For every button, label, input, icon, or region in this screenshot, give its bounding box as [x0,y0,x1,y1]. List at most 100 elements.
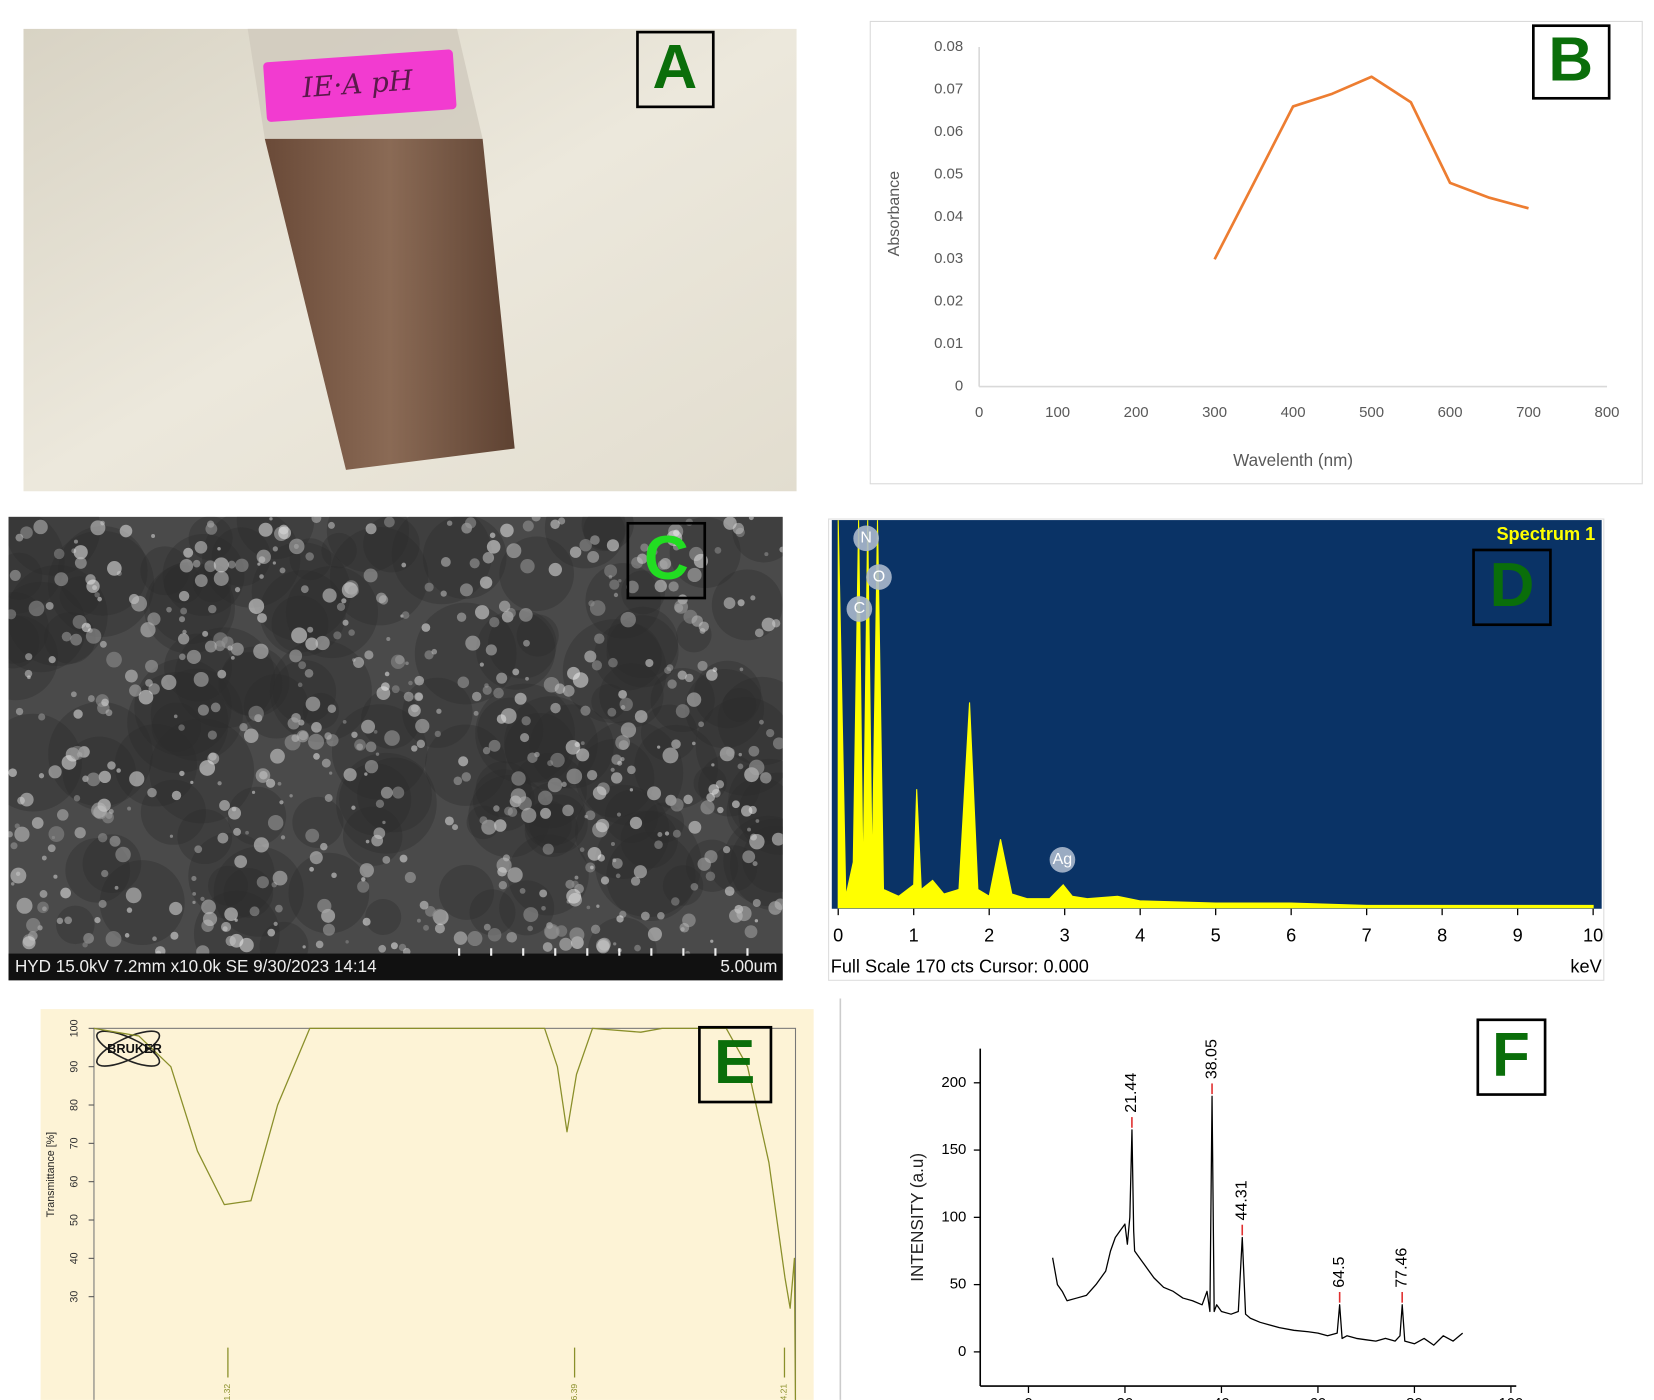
sem-grain [26,918,41,933]
sem-shadow [342,806,403,866]
sem-grain [754,628,764,638]
sem-grain [302,945,306,949]
sem-grain [258,522,273,537]
sem-grain [742,850,756,864]
sem-shadow [650,667,715,733]
y-tick-label: 0.02 [934,293,963,310]
sem-grain [307,626,314,633]
sem-shadow [363,516,420,573]
sem-grain [233,827,242,836]
sem-grain [94,916,101,924]
sem-shadow [8,565,108,666]
sem-grain [217,669,227,679]
sem-grain [131,595,148,612]
sem-grain [348,629,355,636]
sem-grain [579,538,592,552]
sem-grain [8,609,17,620]
y-tick-label: 150 [941,1141,966,1158]
sem-grain [251,790,256,794]
sem-grain [465,517,477,529]
sem-grain [629,788,634,792]
sem-grain [201,899,216,915]
panel-label: A [652,33,697,102]
sem-grain [404,871,416,884]
sem-grain [633,865,647,879]
sem-grain [419,900,429,910]
sem-grain [169,901,183,916]
sem-grain [687,567,702,583]
sem-shadow [8,581,87,673]
sem-grain [550,519,560,530]
sem-grain [452,824,459,831]
sem-grain [541,905,546,911]
sem-grain [423,924,429,931]
sem-grain [414,675,425,686]
x-tick-label: 10 [1583,925,1603,945]
sem-grain [559,937,573,951]
y-tick-label: 30 [69,1291,81,1303]
panel-label: B [1548,25,1593,94]
panel-label: D [1490,551,1535,620]
sem-grain [620,611,636,628]
sem-grain [597,937,611,951]
sem-grain [101,869,109,878]
sem-grain [57,809,69,821]
sem-grain [737,599,745,607]
x-tick-label: 5 [1211,925,1221,945]
sem-grain [208,604,217,614]
sem-grain [309,866,314,872]
sem-grain [193,671,209,687]
sem-grain [565,739,581,755]
sem-grain [498,881,508,890]
sem-grain [416,918,421,923]
sem-grain [105,812,113,819]
y-tick-label: 0.07 [934,80,963,97]
sem-grain [634,710,648,723]
sem-grain [234,918,238,922]
sem-shadow [329,527,429,626]
sem-grain [125,669,138,683]
sem-grain [205,522,218,535]
x-tick-label: 6 [1286,925,1296,945]
x-tick-label: 20 [1117,1395,1134,1400]
sem-grain [554,683,566,694]
sem-grain [129,771,145,787]
x-tick-label: 500 [1359,404,1384,421]
sem-grain [408,704,421,717]
sem-grain [280,835,286,840]
sem-shadow [476,610,556,690]
sem-grain [194,540,208,554]
sem-shadow [717,676,783,766]
sem-grain [434,730,441,738]
sem-shadow [8,615,58,701]
sem-grain [14,826,30,842]
sem-grain [196,945,210,954]
sem-grain [673,529,680,537]
sem-grain [405,661,409,666]
sem-grain [234,586,241,593]
sem-grain [626,580,639,594]
sem-grain [8,768,17,777]
sem-grain [129,684,142,697]
sem-grain [607,707,617,717]
sem-shadow [562,619,667,724]
sem-grain [506,543,522,559]
y-tick-label: 0.04 [934,208,963,225]
sem-grain [15,871,21,876]
panel-label: C [644,524,689,593]
sem-grain [520,733,530,743]
sem-grain [53,548,65,560]
sem-grain [73,539,78,544]
sem-grain [488,739,501,752]
sem-grain [87,695,95,702]
sem-grain [199,760,216,776]
sem-grain [179,559,194,573]
sem-grain [86,579,100,593]
sem-grain [486,539,501,554]
logo-orbit [96,1030,161,1067]
y-tick-label: 0.03 [934,250,963,267]
sem-grain [685,950,691,954]
sem-info-bar [8,953,783,981]
sem-grain [484,683,489,688]
